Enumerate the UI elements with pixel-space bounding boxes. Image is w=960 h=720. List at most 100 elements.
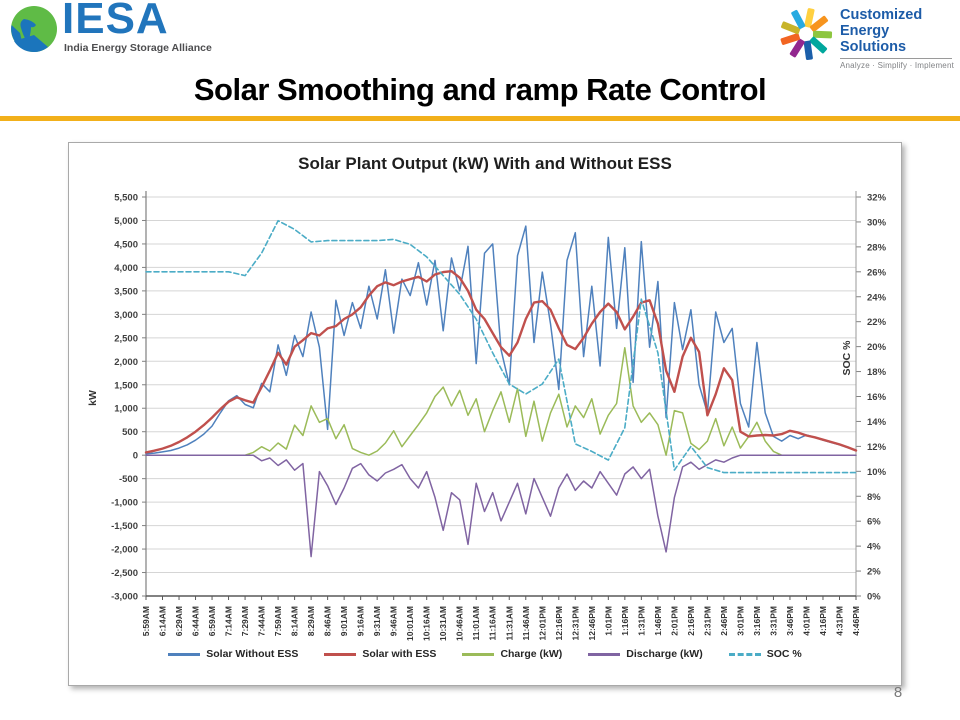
globe-icon <box>11 6 57 53</box>
pinwheel-blade <box>789 38 805 58</box>
x-axis-tick-label: 1:46PM <box>653 606 663 636</box>
x-axis-tick-label: 2:31PM <box>702 606 712 636</box>
left-axis-tick-label: 2,000 <box>114 357 138 368</box>
right-axis-tick-label: 20% <box>867 342 887 353</box>
x-axis-tick-label: 4:46PM <box>851 606 861 636</box>
x-axis-tick-label: 11:46AM <box>521 606 531 641</box>
ces-wordmark: Customized Energy Solutions Analyze · Si… <box>840 7 956 70</box>
legend-swatch <box>324 652 357 656</box>
y-axis-label-right: SOC % <box>841 340 853 376</box>
pinwheel-icon <box>780 8 833 61</box>
solar-output-chart: 5,500 5,000 4,500 4,000 3,500 3,000 2,500 2,000… <box>87 191 887 641</box>
x-axis-tick-label: 9:31AM <box>372 606 382 636</box>
left-axis-tick-label: 3,000 <box>114 310 138 321</box>
right-axis-tick-label: 16% <box>867 392 887 403</box>
x-axis-tick-label: 10:46AM <box>455 606 465 641</box>
chart-title: Solar Plant Output (kW) With and Without… <box>298 154 672 173</box>
x-axis-tick-label: 10:01AM <box>405 606 415 641</box>
x-axis-tick-label: 12:31PM <box>570 606 580 641</box>
left-axis-tick-label: -2,000 <box>111 545 138 556</box>
x-axis-tick-label: 3:31PM <box>768 606 778 636</box>
legend-label: SOC % <box>766 648 802 660</box>
right-axis-tick-label: 6% <box>867 517 881 528</box>
x-axis-tick-label: 7:59AM <box>273 606 283 636</box>
left-axis-tick-label: -1,500 <box>111 521 138 532</box>
left-axis-tick-label: 1,500 <box>114 380 138 391</box>
legend-item-charge-kw-: Charge (kW) <box>462 648 562 660</box>
x-axis-tick-label: 9:16AM <box>356 606 366 636</box>
legend-label: Discharge (kW) <box>626 648 703 660</box>
pinwheel-blade <box>791 9 806 29</box>
title-underline-bar <box>0 116 960 121</box>
x-axis-tick-label: 12:01PM <box>537 606 547 641</box>
x-axis-tick-label: 7:14AM <box>224 606 234 636</box>
legend-item-soc-: SOC % <box>728 648 802 660</box>
pinwheel-blade <box>804 8 815 28</box>
y-axis-label-left: kW <box>87 390 99 406</box>
x-axis-tick-label: 4:31PM <box>834 606 844 636</box>
left-axis-tick-label: -3,000 <box>111 592 138 603</box>
x-axis-tick-label: 8:14AM <box>290 606 300 636</box>
x-axis-tick-label: 11:16AM <box>488 606 498 641</box>
right-axis-tick-label: 8% <box>867 492 881 503</box>
x-axis-tick-label: 12:16PM <box>554 606 564 641</box>
right-axis-tick-label: 2% <box>867 567 881 578</box>
x-axis-tick-label: 8:29AM <box>306 606 316 636</box>
left-axis-tick-label: 3,500 <box>114 286 138 297</box>
x-axis-tick-label: 4:01PM <box>801 606 811 636</box>
pinwheel-blade <box>781 21 801 35</box>
left-axis-tick-label: 4,500 <box>114 239 138 250</box>
right-axis-tick-label: 4% <box>867 542 881 553</box>
left-axis-tick-label: 5,000 <box>114 216 138 227</box>
legend-label: Solar Without ESS <box>206 648 299 660</box>
right-axis-tick-label: 32% <box>867 193 887 204</box>
x-axis-tick-label: 2:16PM <box>686 606 696 636</box>
right-axis-tick-label: 10% <box>867 467 887 478</box>
ces-line1: Customized <box>840 7 923 23</box>
series-line-soc- <box>145 219 857 474</box>
legend-swatch <box>588 652 621 656</box>
right-axis-tick-label: 24% <box>867 292 887 303</box>
right-axis-tick-label: 26% <box>867 267 887 278</box>
right-axis-tick-label: 12% <box>867 442 887 453</box>
pinwheel-blade <box>803 40 813 61</box>
pinwheel-blade <box>809 36 828 54</box>
x-axis-tick-label: 1:16PM <box>620 606 630 636</box>
series-line-charge-kw- <box>145 346 857 456</box>
iesa-tagline: India Energy Storage Alliance <box>64 42 212 54</box>
x-axis-tick-label: 9:01AM <box>339 606 349 636</box>
x-axis-tick-label: 4:16PM <box>818 606 828 636</box>
ces-logo: Customized Energy Solutions Analyze · Si… <box>778 5 956 70</box>
legend-swatch <box>168 652 201 656</box>
ces-tagline: Analyze · Simplify · Implement <box>840 61 955 70</box>
x-axis-tick-label: 2:01PM <box>669 606 679 636</box>
legend-label: Charge (kW) <box>500 648 563 660</box>
x-axis-tick-label: 3:46PM <box>785 606 795 636</box>
right-axis-tick-label: 30% <box>867 217 887 228</box>
x-axis-tick-label: 5:59AM <box>141 606 151 636</box>
chart-legend: Solar Without ESS Solar with ESS Charge (k… <box>69 648 901 660</box>
x-axis-tick-label: 10:31AM <box>438 606 448 641</box>
pinwheel-blade <box>780 33 801 45</box>
page-title: Solar Smoothing and ramp Rate Control <box>193 72 767 107</box>
legend-swatch <box>462 652 495 656</box>
x-axis-tick-label: 3:16PM <box>752 606 762 636</box>
x-axis-tick-label: 12:46PM <box>587 606 597 641</box>
x-axis-tick-label: 6:29AM <box>174 606 184 636</box>
left-axis-tick-label: 5,500 <box>114 193 138 204</box>
pinwheel-blade <box>812 30 833 39</box>
x-axis-tick-label: 3:01PM <box>735 606 745 636</box>
iesa-logo: IESA India Energy Storage Alliance <box>10 0 240 60</box>
left-axis-tick-label: 1,000 <box>114 404 138 415</box>
left-axis-tick-label: 500 <box>122 427 138 438</box>
x-axis-tick-label: 6:44AM <box>191 606 201 636</box>
right-axis-tick-label: 18% <box>867 367 887 378</box>
x-axis-tick-label: 1:31PM <box>636 606 646 636</box>
right-axis-tick-label: 22% <box>867 317 887 328</box>
x-axis-tick-label: 9:46AM <box>389 606 399 636</box>
left-axis-tick-label: 4,000 <box>114 263 138 274</box>
iesa-wordmark: IESA <box>62 0 169 43</box>
legend-swatch <box>728 652 761 656</box>
x-axis-tick-label: 6:14AM <box>158 606 168 636</box>
